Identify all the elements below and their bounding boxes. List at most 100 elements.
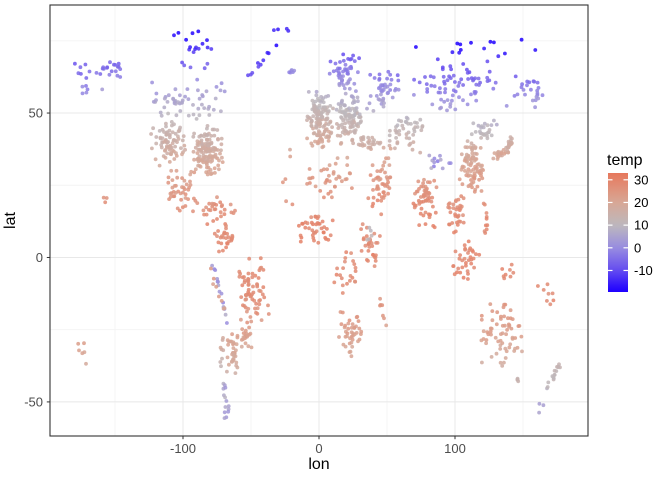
data-point	[372, 76, 377, 80]
data-point	[485, 79, 490, 83]
data-point	[381, 313, 385, 318]
data-point	[349, 330, 354, 335]
data-point	[256, 64, 261, 69]
data-point	[432, 156, 437, 161]
data-point	[352, 262, 357, 266]
data-point	[349, 251, 353, 256]
data-point	[300, 222, 305, 226]
data-point	[209, 266, 213, 271]
data-point	[333, 184, 337, 189]
data-point	[196, 106, 201, 111]
data-point	[180, 138, 185, 143]
data-point	[387, 133, 392, 138]
data-point	[325, 134, 330, 139]
data-point	[489, 326, 494, 331]
data-point	[337, 66, 342, 71]
data-point	[383, 184, 387, 188]
data-point	[186, 97, 191, 101]
data-point	[511, 270, 516, 275]
data-point	[504, 349, 509, 354]
data-point	[424, 190, 429, 195]
data-point	[493, 335, 498, 340]
data-point	[471, 256, 476, 261]
data-point	[360, 222, 365, 227]
data-point	[339, 276, 344, 281]
data-point	[223, 395, 228, 400]
data-point	[388, 82, 393, 87]
data-point	[172, 157, 177, 161]
data-point	[397, 129, 402, 133]
data-point	[448, 210, 453, 215]
data-point	[180, 205, 185, 210]
data-point	[154, 135, 159, 139]
data-point	[223, 231, 227, 236]
data-point	[385, 84, 390, 89]
data-point	[344, 108, 348, 112]
data-point	[315, 133, 319, 138]
data-point	[172, 184, 177, 188]
data-point	[482, 121, 487, 126]
data-point	[243, 328, 248, 333]
data-point	[173, 131, 178, 136]
data-point	[224, 399, 229, 403]
data-point	[182, 143, 187, 148]
data-point	[409, 122, 413, 126]
data-point	[311, 114, 316, 119]
x-axis-tick-label: -100	[170, 441, 196, 456]
data-point	[274, 43, 279, 48]
data-point	[480, 360, 484, 365]
data-point	[484, 341, 488, 346]
data-point	[349, 354, 354, 359]
data-point	[460, 182, 465, 187]
data-point	[356, 339, 360, 344]
data-point	[352, 100, 357, 104]
data-point	[359, 227, 363, 232]
data-point	[258, 256, 263, 261]
data-point	[385, 177, 390, 182]
data-point	[84, 76, 89, 80]
data-point	[247, 325, 252, 330]
data-point	[461, 275, 466, 280]
data-point	[458, 253, 462, 257]
data-point	[337, 72, 342, 76]
data-point	[206, 149, 211, 154]
data-point	[219, 241, 224, 246]
data-point	[192, 131, 197, 136]
data-point	[472, 189, 477, 194]
data-point	[393, 128, 398, 133]
data-point	[215, 234, 219, 239]
data-point	[451, 264, 456, 268]
data-point	[423, 222, 428, 227]
data-point	[445, 78, 450, 83]
data-point	[343, 67, 347, 71]
data-point	[512, 94, 517, 98]
data-point	[191, 149, 196, 154]
data-point	[429, 83, 434, 88]
data-point	[310, 98, 315, 103]
data-point	[458, 42, 463, 47]
data-point	[481, 329, 486, 334]
data-point	[472, 171, 477, 176]
data-point	[191, 50, 196, 54]
data-point	[546, 380, 551, 385]
data-point	[168, 191, 173, 196]
data-point	[483, 231, 488, 235]
data-point	[345, 334, 349, 339]
data-point	[341, 118, 345, 123]
data-point	[469, 40, 473, 45]
data-point	[101, 195, 106, 200]
data-point	[439, 97, 443, 102]
data-point	[450, 50, 455, 55]
data-point	[374, 187, 379, 191]
data-point	[355, 95, 360, 100]
data-point	[498, 360, 503, 365]
data-point	[262, 295, 267, 300]
data-point	[230, 233, 235, 238]
data-point	[311, 131, 316, 136]
data-point	[330, 218, 335, 223]
data-point	[218, 88, 223, 93]
data-point	[503, 51, 507, 56]
data-point	[438, 86, 442, 91]
data-point	[162, 96, 167, 101]
